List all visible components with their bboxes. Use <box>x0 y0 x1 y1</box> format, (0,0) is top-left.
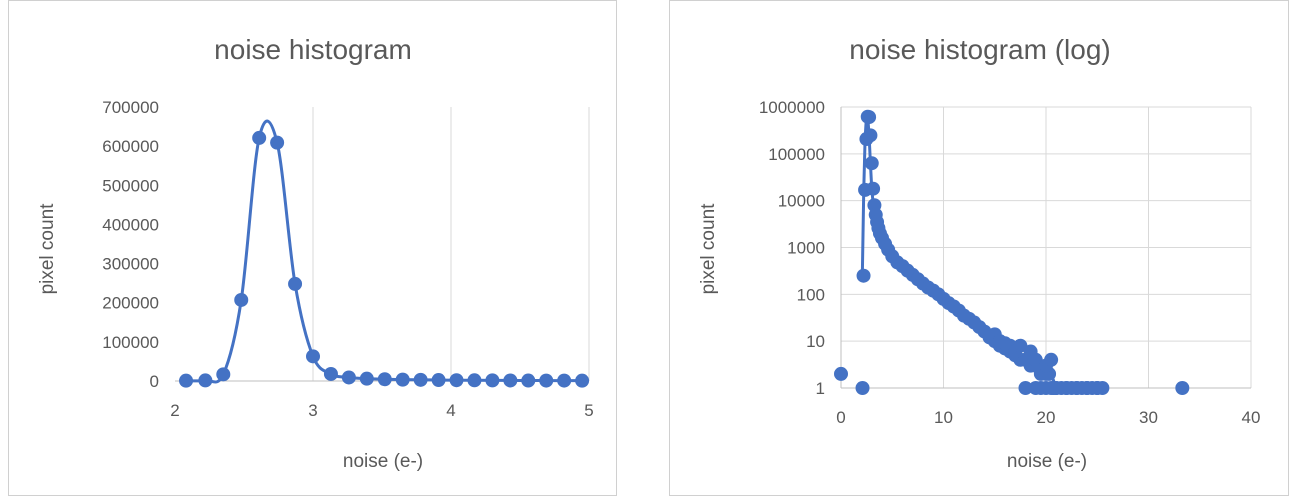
gridlines <box>841 106 1252 388</box>
data-point <box>288 276 303 291</box>
data-point <box>485 373 500 388</box>
data-point <box>863 128 878 143</box>
data-point <box>1069 381 1084 395</box>
x-tick-label: 4 <box>446 401 455 420</box>
data-point <box>1028 352 1043 367</box>
x-tick-label: 2 <box>170 401 179 420</box>
y-tick-label: 0 <box>150 372 159 391</box>
y-tick-label: 100000 <box>768 145 825 164</box>
data-point <box>359 371 374 386</box>
y-tick-label: 200000 <box>102 294 159 313</box>
gridlines <box>312 107 590 381</box>
x-tick-label: 0 <box>836 408 845 427</box>
data-point <box>431 373 446 388</box>
y-tick-label: 400000 <box>102 215 159 234</box>
y-tick-label: 1000000 <box>759 98 825 117</box>
data-point <box>341 370 356 385</box>
data-point <box>179 373 194 388</box>
x-tick-label: 20 <box>1037 408 1056 427</box>
y-axis-label: pixel count <box>698 203 719 295</box>
y-tick-label: 100000 <box>102 333 159 352</box>
y-tick-label: 100 <box>797 285 825 304</box>
data-point <box>1044 352 1059 367</box>
y-tick-label: 300000 <box>102 255 159 274</box>
data-point <box>998 336 1012 351</box>
chart-title: noise histogram <box>214 34 412 65</box>
data-point <box>575 373 590 388</box>
data-point <box>866 181 881 196</box>
data-point <box>413 372 428 387</box>
y-tick-label: 10 <box>806 332 825 351</box>
data-point <box>1059 381 1074 395</box>
data-point <box>323 366 338 381</box>
data-point <box>1049 381 1064 395</box>
data-point <box>864 156 879 171</box>
y-tick-label: 600000 <box>102 137 159 156</box>
data-point <box>467 373 482 388</box>
x-tick-label: 3 <box>308 401 317 420</box>
data-point <box>539 373 554 388</box>
x-tick-label: 5 <box>584 401 593 420</box>
data-point <box>856 268 871 283</box>
data-point <box>216 367 231 382</box>
y-tick-label: 1000 <box>787 239 825 258</box>
y-tick-label: 500000 <box>102 176 159 195</box>
data-point <box>1090 381 1105 395</box>
y-tick-label: 700000 <box>102 98 159 117</box>
series-line <box>186 119 583 384</box>
x-axis-label: noise (e-) <box>1007 451 1087 472</box>
data-point <box>834 366 848 381</box>
data-point <box>198 373 213 388</box>
x-tick-label: 40 <box>1242 408 1261 427</box>
data-point <box>557 373 572 388</box>
data-point <box>503 373 518 388</box>
data-point <box>306 349 320 364</box>
noise-histogram-log-chart: noise histogram (log) noise (e-) pixel c… <box>698 34 1261 472</box>
data-point <box>1018 381 1033 395</box>
chart-panel-linear: noise histogram noise (e-) pixel count 2… <box>8 0 617 496</box>
y-tick-label: 10000 <box>778 192 825 211</box>
y-axis-label: pixel count <box>37 203 58 295</box>
series-points <box>834 109 1190 395</box>
x-axis-label: noise (e-) <box>343 451 423 472</box>
chart-panel-log: noise histogram (log) noise (e-) pixel c… <box>669 0 1289 496</box>
chart-title: noise histogram (log) <box>849 34 1110 65</box>
data-point <box>862 110 877 125</box>
x-tick-label: 10 <box>934 408 953 427</box>
data-point <box>377 372 392 387</box>
data-point <box>252 130 267 145</box>
series-points <box>179 130 590 388</box>
data-point <box>521 373 536 388</box>
data-point <box>270 135 285 150</box>
data-point <box>1013 338 1028 353</box>
y-tick-label: 1 <box>816 379 825 398</box>
data-point <box>855 381 870 395</box>
data-point <box>1175 381 1190 395</box>
x-tick-label: 30 <box>1139 408 1158 427</box>
data-point <box>234 292 249 307</box>
data-point <box>449 373 464 388</box>
noise-histogram-chart: noise histogram noise (e-) pixel count 2… <box>37 34 594 472</box>
data-point <box>1080 381 1094 395</box>
data-point <box>395 372 410 387</box>
